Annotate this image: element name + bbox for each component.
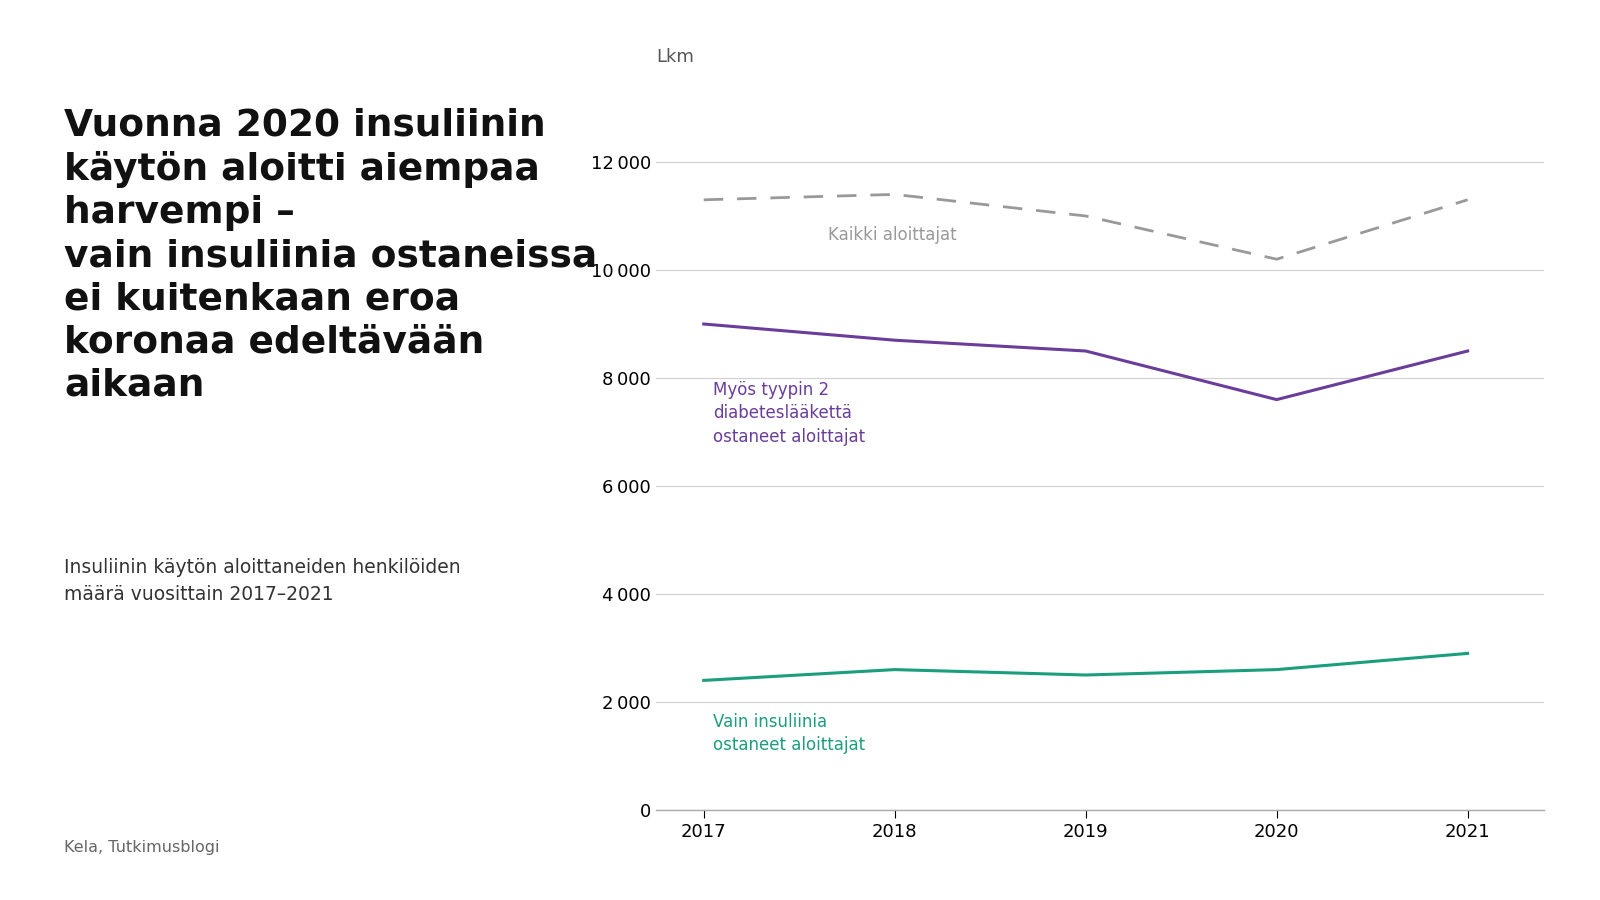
Text: Lkm: Lkm	[656, 48, 694, 66]
Text: Kela, Tutkimusblogi: Kela, Tutkimusblogi	[64, 840, 219, 855]
Text: Myös tyypin 2
diabeteslääkettä
ostaneet aloittajat: Myös tyypin 2 diabeteslääkettä ostaneet …	[714, 381, 866, 446]
Text: Kaikki aloittajat: Kaikki aloittajat	[827, 226, 957, 244]
Text: Vuonna 2020 insuliinin
käytön aloitti aiempaa
harvempi –
vain insuliinia ostanei: Vuonna 2020 insuliinin käytön aloitti ai…	[64, 108, 597, 403]
Text: Vain insuliinia
ostaneet aloittajat: Vain insuliinia ostaneet aloittajat	[714, 713, 866, 754]
Text: Insuliinin käytön aloittaneiden henkilöiden
määrä vuosittain 2017–2021: Insuliinin käytön aloittaneiden henkilöi…	[64, 558, 461, 604]
